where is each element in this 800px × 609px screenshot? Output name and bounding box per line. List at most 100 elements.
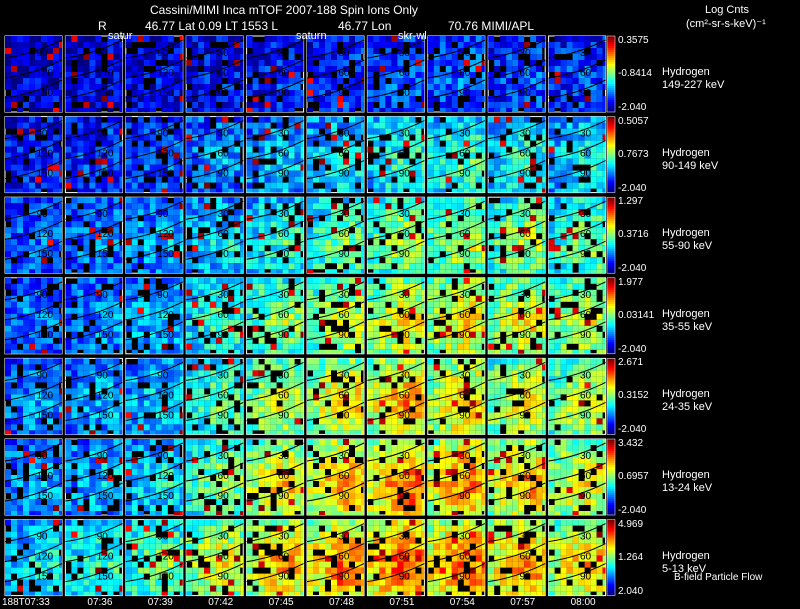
contour-label: 60 <box>459 552 471 563</box>
contour-label: 60 <box>580 310 592 321</box>
spectrogram-panel <box>306 357 365 435</box>
contour-label: 90 <box>157 48 169 59</box>
time-tick-label: 07:57 <box>510 597 536 608</box>
contour-label: 60 <box>580 68 592 79</box>
colorbar-min: -2.040 <box>618 424 647 436</box>
contour-label: 60 <box>399 68 411 79</box>
contour-label: 60 <box>338 310 350 321</box>
spectrogram-panel <box>185 277 244 355</box>
contour-label: 60 <box>218 229 230 240</box>
overlay-saturn-2: saturn <box>296 30 327 42</box>
spectrogram-panel <box>306 35 365 113</box>
contour-label: 90 <box>580 88 592 99</box>
contour-label: 120 <box>157 68 174 79</box>
contour-label: 30 <box>218 532 230 543</box>
spectrogram-panel <box>64 35 123 113</box>
spectrogram-panel <box>246 357 305 435</box>
time-tick-label: 07:54 <box>449 597 475 608</box>
contour-label: 30 <box>520 532 532 543</box>
contour-label: 120 <box>36 68 53 79</box>
spectrogram-panel <box>548 35 607 113</box>
contour-label: 90 <box>36 209 48 220</box>
contour-label: 60 <box>580 390 592 401</box>
spectrogram-panel <box>306 196 365 274</box>
energy-range: 24-35 keV <box>662 401 713 414</box>
contour-label: 90 <box>459 88 471 99</box>
contour-label: 30 <box>338 129 350 140</box>
spectrogram-panel <box>548 277 607 355</box>
spectrogram-panel <box>125 438 184 516</box>
spectrogram-panel <box>427 277 486 355</box>
contour-label: 120 <box>157 552 174 563</box>
colorbar-mid: 1.264 <box>618 551 644 563</box>
spectrogram-panel <box>64 196 123 274</box>
contour-label: 90 <box>218 169 230 180</box>
contour-label: 90 <box>36 129 48 140</box>
colorbar <box>606 35 616 113</box>
contour-label: 30 <box>520 451 532 462</box>
contour-label: 90 <box>338 249 350 260</box>
contour-label: 90 <box>520 491 532 502</box>
contour-label: 30 <box>218 129 230 140</box>
contour-label: 90 <box>278 572 290 583</box>
spectrogram-panel <box>306 277 365 355</box>
contour-label: 150 <box>36 169 53 180</box>
contour-label: 90 <box>459 491 471 502</box>
contour-label: 150 <box>36 410 53 421</box>
spectrogram-panel <box>185 196 244 274</box>
time-tick-label: 07:42 <box>208 597 234 608</box>
spectrogram-panel <box>64 519 123 597</box>
spectrogram-panel <box>427 519 486 597</box>
contour-label: 60 <box>580 149 592 160</box>
contour-label: 90 <box>36 532 48 543</box>
time-tick-label: 188T07:33 <box>2 597 50 608</box>
contour-label: 30 <box>338 451 350 462</box>
contour-label: 90 <box>36 451 48 462</box>
contour-label: 30 <box>459 370 471 381</box>
contour-label: 60 <box>278 149 290 160</box>
contour-label: 60 <box>218 390 230 401</box>
spectrogram-panel <box>366 438 425 516</box>
colorbar-mid: 0.6957 <box>618 471 649 482</box>
contour-label: 90 <box>278 491 290 502</box>
contour-label: 90 <box>580 249 592 260</box>
contour-label: 90 <box>218 491 230 502</box>
contour-label: 60 <box>278 229 290 240</box>
contour-label: 60 <box>520 471 532 482</box>
energy-range: 149-227 keV <box>662 79 725 91</box>
units-subtitle: (cm²-sr-s-keV)⁻¹ <box>686 18 766 30</box>
contour-label: 90 <box>97 532 109 543</box>
contour-label: 60 <box>580 229 592 240</box>
contour-label: 30 <box>399 370 411 381</box>
spectrogram-panel <box>4 116 63 194</box>
contour-label: 60 <box>580 552 592 563</box>
contour-label: 150 <box>97 572 114 583</box>
spectrogram-panel <box>185 116 244 194</box>
contour-label: 90 <box>218 410 230 421</box>
spectrogram-panel <box>548 196 607 274</box>
contour-label: 120 <box>36 552 53 563</box>
contour-label: 60 <box>278 310 290 321</box>
colorbar-mid: 0.03141 <box>618 309 655 321</box>
contour-label: 90 <box>338 572 350 583</box>
contour-label: 60 <box>399 149 411 160</box>
colorbar <box>606 116 616 194</box>
contour-label: 30 <box>338 290 350 301</box>
spectrogram-panel <box>4 519 63 597</box>
contour-label: 90 <box>278 410 290 421</box>
contour-label: 30 <box>338 209 350 220</box>
colorbar-max: 3.432 <box>618 438 644 449</box>
contour-label: 30 <box>399 290 411 301</box>
spectrogram-panel <box>185 519 244 597</box>
contour-label: 30 <box>278 370 290 381</box>
spectrogram-panel <box>366 196 425 274</box>
contour-label: 90 <box>157 209 169 220</box>
plot-title: Cassini/MIMI Inca mTOF 2007-188 Spin Ion… <box>150 3 418 17</box>
contour-label: 90 <box>399 88 411 99</box>
contour-label: 60 <box>520 390 532 401</box>
contour-label: 150 <box>97 169 114 180</box>
contour-label: 90 <box>580 169 592 180</box>
bfield-flow-label: B-field Particle Flow <box>674 572 763 583</box>
contour-label: 60 <box>399 552 411 563</box>
spectrogram-panel <box>548 116 607 194</box>
